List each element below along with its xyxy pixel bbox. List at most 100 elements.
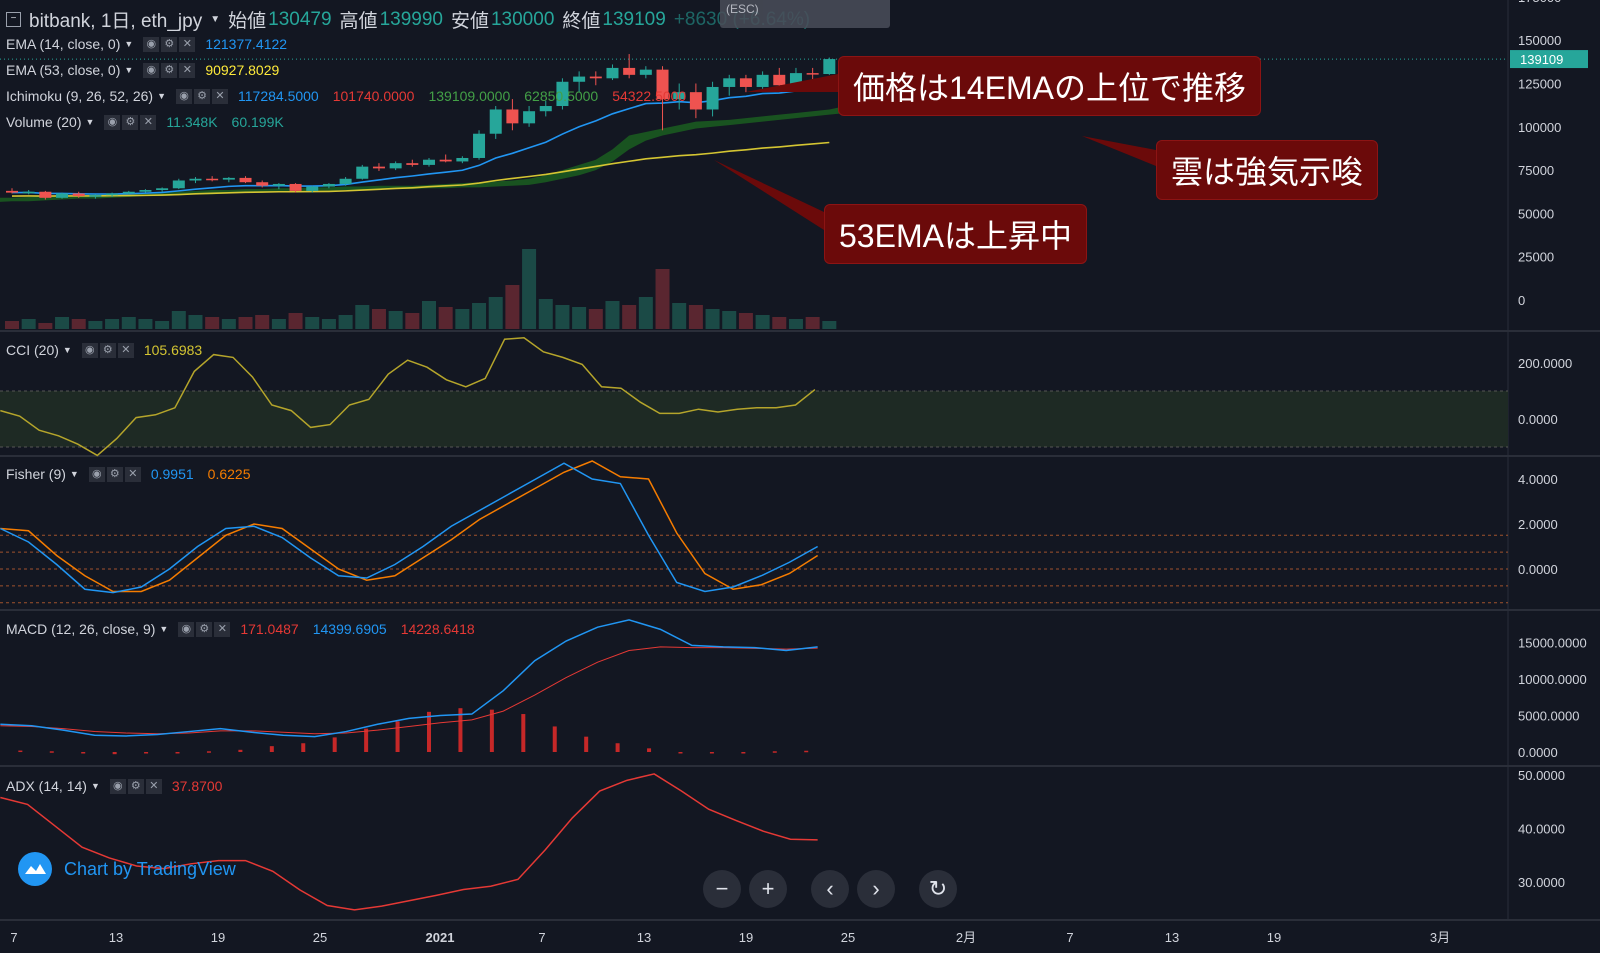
- symbol-header: − bitbank, 1日, eth_jpy ▼ 始値 130479 高値 1399…: [6, 6, 810, 33]
- gear-icon[interactable]: ⚙: [161, 62, 178, 78]
- legend-fisher[interactable]: Fisher (9) ▼ ◉ ⚙ ✕ 0.9951 0.6225: [6, 466, 250, 482]
- volume-bar: [271, 319, 286, 329]
- exit-tooltip[interactable]: (ESC): [720, 0, 890, 28]
- candle-body: [39, 191, 52, 198]
- macd-histogram-bar: [678, 752, 683, 754]
- close-icon[interactable]: ✕: [140, 114, 157, 130]
- chevron-down-icon[interactable]: ▼: [157, 91, 166, 101]
- close-icon[interactable]: ✕: [179, 36, 196, 52]
- macd-histogram-bar: [584, 736, 589, 752]
- legend-ema14[interactable]: EMA (14, close, 0) ▼ ◉ ⚙ ✕ 121377.4122: [6, 36, 287, 52]
- legend-value: 54322.5000: [612, 88, 687, 104]
- gear-icon[interactable]: ⚙: [194, 88, 210, 104]
- gear-icon[interactable]: ⚙: [122, 114, 139, 130]
- chevron-down-icon[interactable]: ▼: [124, 65, 134, 75]
- annotation-callout-1[interactable]: 価格は14EMAの上位で推移: [838, 56, 1261, 116]
- gear-icon[interactable]: ⚙: [127, 778, 144, 794]
- candle-body: [556, 81, 569, 107]
- x-tick-label: 7: [10, 930, 17, 945]
- legend-name: Volume (20): [6, 114, 82, 130]
- legend-value: 105.6983: [143, 342, 203, 358]
- volume-bar: [38, 323, 53, 329]
- close-icon[interactable]: ✕: [214, 621, 231, 637]
- macd-signal-line: [0, 646, 818, 735]
- gear-icon[interactable]: ⚙: [99, 342, 116, 358]
- legend-value: 121377.4122: [205, 36, 288, 52]
- legend-ema53[interactable]: EMA (53, close, 0) ▼ ◉ ⚙ ✕ 90927.8029: [6, 62, 279, 78]
- y-tick-label: 10000.0000: [1518, 672, 1587, 687]
- last-price-tag: [1510, 50, 1588, 69]
- eye-icon[interactable]: ◉: [88, 466, 105, 482]
- scroll-right-button[interactable]: ›: [857, 870, 895, 908]
- eye-icon[interactable]: ◉: [176, 88, 192, 104]
- volume-bar: [171, 311, 186, 329]
- candle-body: [573, 76, 586, 82]
- volume-bar: [655, 269, 670, 329]
- eye-icon[interactable]: ◉: [81, 342, 98, 358]
- chevron-down-icon[interactable]: ▼: [69, 469, 79, 479]
- macd-histogram-bar: [489, 709, 494, 752]
- gear-icon[interactable]: ⚙: [106, 466, 123, 482]
- ichimoku-cloud: [0, 100, 913, 202]
- chevron-down-icon[interactable]: ▼: [85, 117, 95, 127]
- cci-line: [0, 337, 816, 457]
- close-label: 終値: [562, 11, 601, 32]
- macd-histogram-bar: [49, 751, 54, 753]
- legend-macd[interactable]: MACD (12, 26, close, 9) ▼ ◉ ⚙ ✕ 171.0487 14…: [6, 621, 475, 637]
- candle-body: [106, 193, 119, 196]
- legend-cci[interactable]: CCI (20) ▼ ◉ ⚙ ✕ 105.6983: [6, 342, 202, 358]
- tradingview-brand[interactable]: Chart by TradingView: [18, 852, 236, 886]
- volume-bar: [205, 317, 220, 329]
- candle-body: [339, 178, 352, 184]
- candle-body: [689, 92, 702, 110]
- y-tick-label: 0.0000: [1518, 562, 1558, 577]
- candle-body: [172, 180, 185, 189]
- chevron-down-icon[interactable]: ▼: [62, 345, 72, 355]
- volume-bar: [588, 309, 603, 329]
- symbol-name[interactable]: bitbank, 1日, eth_jpy: [29, 11, 203, 32]
- volume-bar: [805, 317, 820, 329]
- legend-value: 14399.6905: [312, 621, 387, 637]
- legend-volume[interactable]: Volume (20) ▼ ◉ ⚙ ✕ 11.348K 60.199K: [6, 114, 284, 130]
- chevron-down-icon[interactable]: ▼: [124, 39, 134, 49]
- open-value: 130479: [268, 8, 332, 30]
- close-icon[interactable]: ✕: [179, 62, 196, 78]
- eye-icon[interactable]: ◉: [143, 36, 160, 52]
- eye-icon[interactable]: ◉: [104, 114, 121, 130]
- macd-histogram-bar: [238, 749, 243, 752]
- close-icon[interactable]: ✕: [124, 466, 141, 482]
- gear-icon[interactable]: ⚙: [196, 621, 213, 637]
- close-icon[interactable]: ✕: [212, 88, 228, 104]
- close-icon[interactable]: ✕: [145, 778, 162, 794]
- legend-adx[interactable]: ADX (14, 14) ▼ ◉ ⚙ ✕ 37.8700: [6, 778, 222, 794]
- candle-body: [139, 190, 152, 192]
- macd-histogram-bar: [81, 752, 86, 754]
- chevron-down-icon[interactable]: ▼: [159, 624, 169, 634]
- annotation-callout-2[interactable]: 雲は強気示唆: [1156, 140, 1379, 200]
- candle-body: [773, 74, 786, 86]
- zoom-out-button[interactable]: −: [703, 870, 741, 908]
- chevron-down-icon[interactable]: ▼: [90, 781, 100, 791]
- low-value: 130000: [490, 8, 555, 30]
- legend-ichimoku[interactable]: Ichimoku (9, 26, 52, 26) ▼ ◉ ⚙ ✕ 117284.500…: [6, 88, 686, 104]
- volume-bar: [88, 321, 103, 329]
- volume-bar: [71, 319, 86, 329]
- gear-icon[interactable]: ⚙: [161, 36, 178, 52]
- collapse-icon[interactable]: −: [6, 12, 21, 27]
- annotation-callout-3[interactable]: 53EMAは上昇中: [824, 204, 1087, 264]
- scroll-left-button[interactable]: ‹: [811, 870, 849, 908]
- reset-chart-button[interactable]: ↻: [919, 870, 957, 908]
- zoom-in-button[interactable]: +: [749, 870, 787, 908]
- volume-bar: [255, 315, 270, 329]
- x-tick-label: 7: [1066, 930, 1073, 945]
- eye-icon[interactable]: ◉: [109, 778, 126, 794]
- eye-icon[interactable]: ◉: [143, 62, 160, 78]
- legend-name: Fisher (9): [6, 466, 66, 482]
- close-icon[interactable]: ✕: [117, 342, 134, 358]
- y-tick-label: 75000: [1518, 163, 1554, 178]
- eye-icon[interactable]: ◉: [178, 621, 195, 637]
- chevron-down-icon[interactable]: ▼: [210, 14, 221, 25]
- macd-histogram-bar: [458, 708, 463, 752]
- volume-bar: [538, 299, 553, 329]
